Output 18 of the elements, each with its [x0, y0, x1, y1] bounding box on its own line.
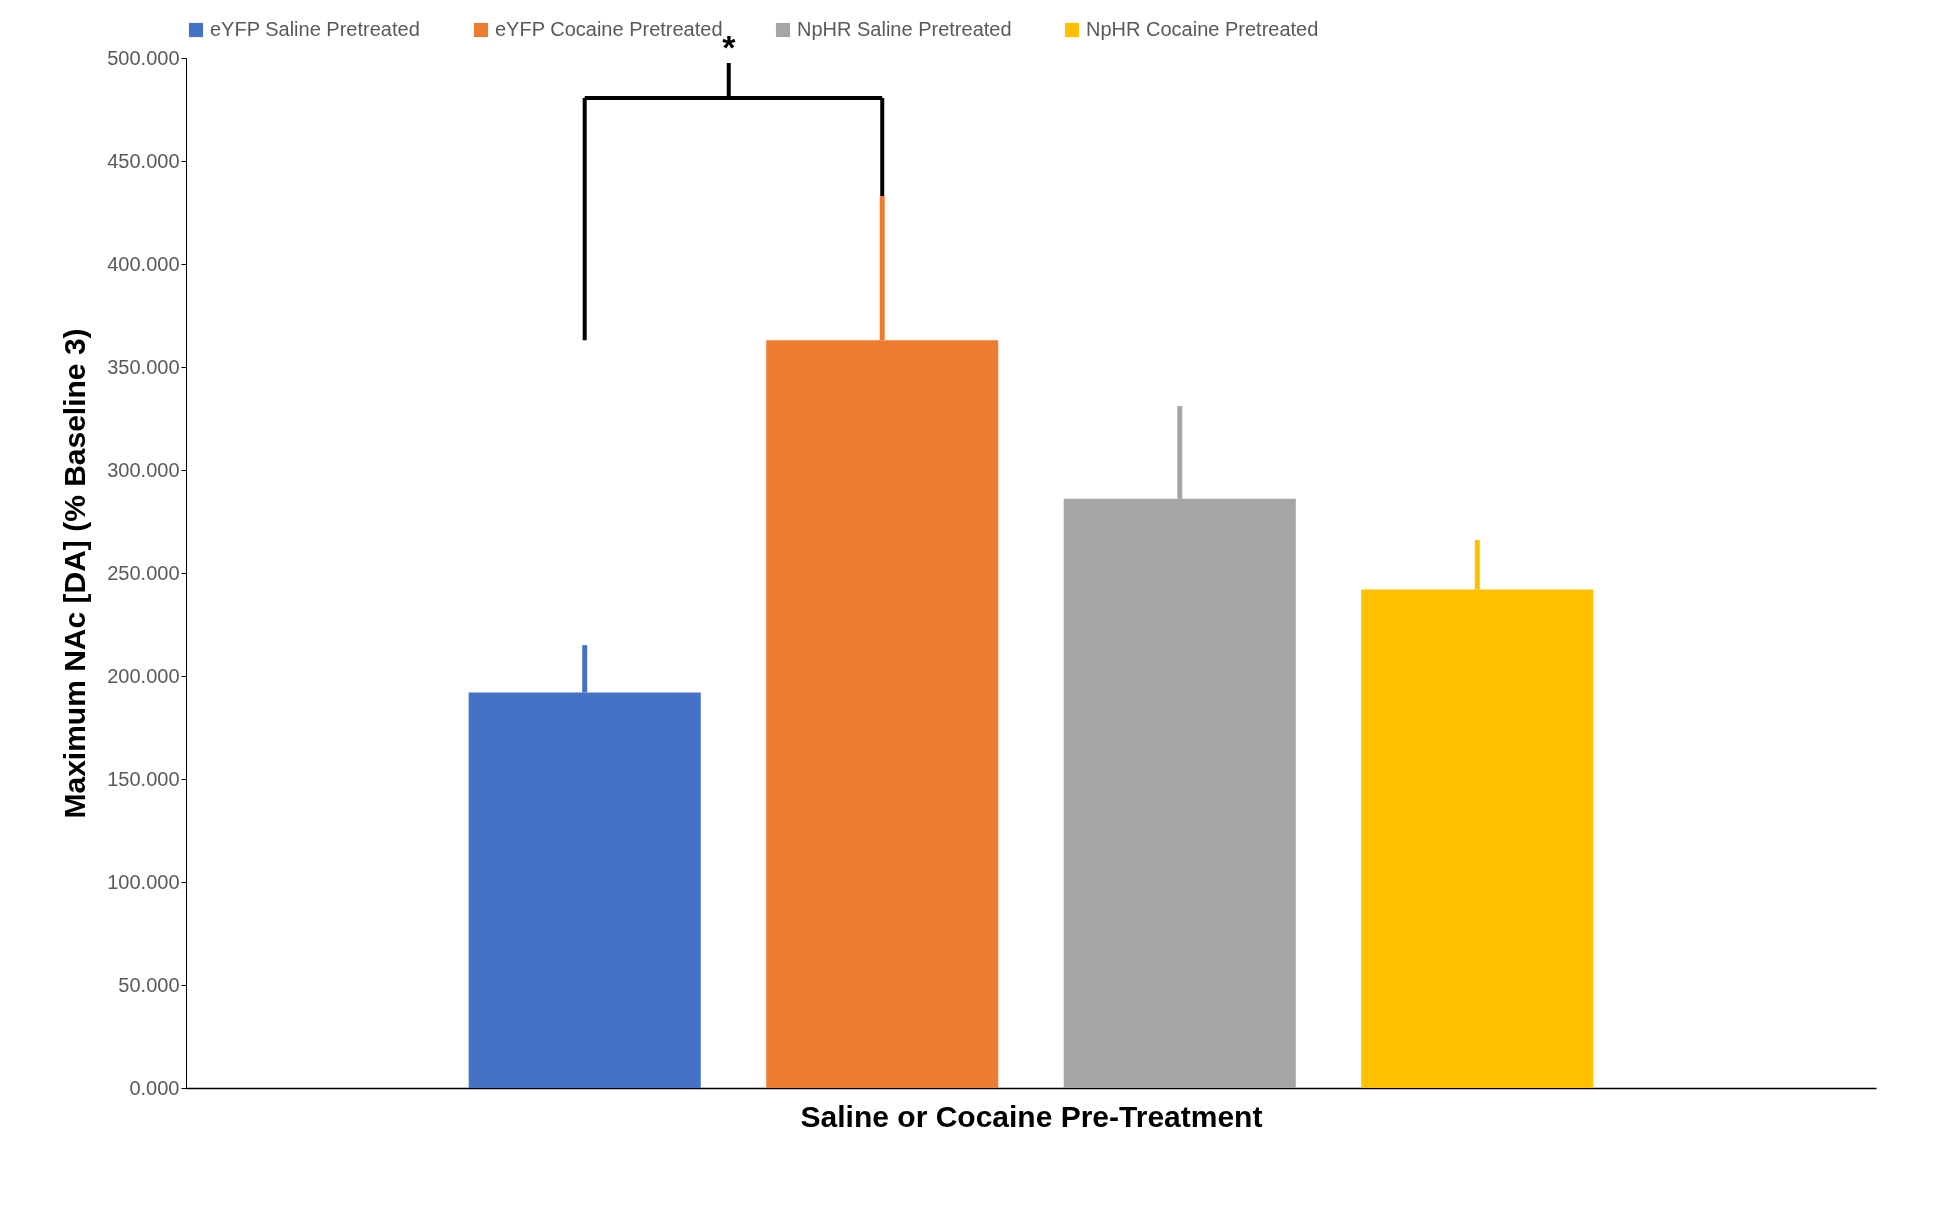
y-tick-label: 250.000 — [107, 561, 180, 584]
y-tick-label: 300.000 — [107, 458, 180, 481]
legend-label: NpHR Cocaine Pretreated — [1086, 18, 1319, 40]
legend-label: eYFP Cocaine Pretreated — [495, 18, 723, 40]
y-tick-label: 400.000 — [107, 252, 180, 275]
legend-label: eYFP Saline Pretreated — [210, 18, 420, 40]
y-tick-label: 500.000 — [107, 46, 180, 69]
y-tick-label: 100.000 — [107, 870, 180, 893]
y-tick-label: 50.000 — [118, 973, 180, 996]
y-tick-label: 450.000 — [107, 149, 180, 172]
y-tick-label: 350.000 — [107, 355, 180, 378]
y-tick-label: 150.000 — [107, 767, 180, 790]
legend-label: NpHR Saline Pretreated — [797, 18, 1012, 40]
x-axis-title: Saline or Cocaine Pre-Treatment — [800, 1099, 1263, 1133]
y-axis-title: Maximum NAc [DA] (% Baseline 3) — [58, 328, 92, 819]
y-tick-label: 0.000 — [129, 1076, 180, 1099]
annotation: * — [722, 28, 737, 66]
y-tick-label: 200.000 — [107, 664, 180, 687]
